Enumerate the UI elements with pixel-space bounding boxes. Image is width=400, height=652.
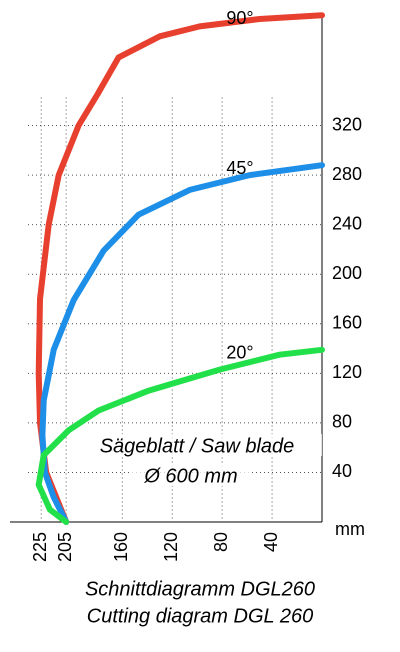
y-tick-label: 200	[332, 263, 362, 283]
annotation: Ø 600 mm	[143, 465, 237, 487]
x-tick-label: 205	[55, 532, 75, 562]
grid	[28, 97, 322, 522]
annotation: Sägeblatt / Saw blade	[100, 435, 295, 457]
caption: Cutting diagram DGL 260	[87, 605, 313, 627]
y-tick-label: 240	[332, 213, 362, 233]
y-tick-label: 160	[332, 313, 362, 333]
y-tick-label: 120	[332, 362, 362, 382]
y-tick-label: 80	[332, 412, 352, 432]
curve	[35, 12, 325, 525]
x-tick-label: 225	[30, 532, 50, 562]
y-tick-label: 280	[332, 164, 362, 184]
annotation-bg	[130, 464, 252, 486]
unit-label: mm	[335, 519, 365, 539]
curve	[35, 346, 325, 525]
x-tick-label: 160	[111, 532, 131, 562]
curve-label: 90°	[226, 8, 253, 28]
curve-label: 45°	[226, 158, 253, 178]
curve	[39, 162, 325, 525]
curve-label: 20°	[226, 343, 253, 363]
x-tick-label: 40	[261, 532, 281, 552]
y-tick-label: 320	[332, 114, 362, 134]
x-tick-label: 80	[211, 532, 231, 552]
annotation-bg	[72, 434, 322, 456]
y-tick-label: 40	[332, 461, 352, 481]
x-tick-label: 120	[161, 532, 181, 562]
caption: Schnittdiagramm DGL260	[85, 578, 315, 600]
